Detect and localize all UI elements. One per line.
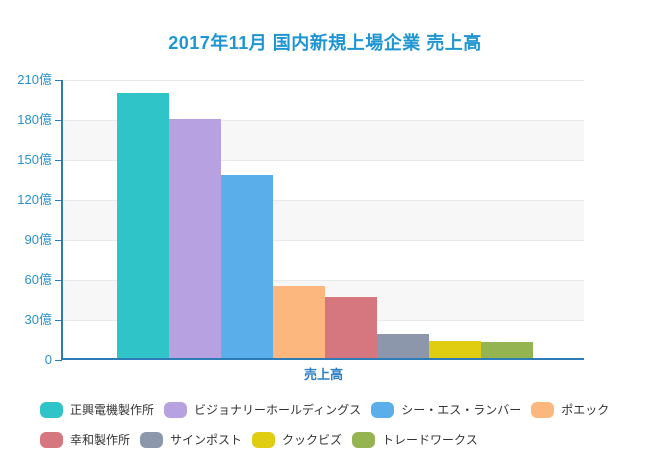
legend-swatch-icon [371, 401, 395, 418]
bar-シー・エス・ランバー[interactable] [220, 175, 273, 358]
y-tick-label: 90億 [24, 232, 52, 247]
bar-正興電機製作所[interactable] [116, 92, 169, 358]
gridline [63, 280, 584, 281]
legend-swatch-icon [531, 401, 555, 418]
legend-swatch-icon [252, 431, 276, 448]
gridline [63, 160, 584, 161]
gridline [63, 200, 584, 201]
y-tick-mark [55, 160, 62, 161]
legend-label: ポエック [561, 403, 610, 417]
bar-ポエック[interactable] [272, 286, 325, 358]
bar-ビジョナリーホールディングス[interactable] [168, 119, 221, 358]
legend-label: シー・エス・ランバー [401, 403, 522, 417]
y-tick-mark [55, 200, 62, 201]
gridline [63, 120, 584, 121]
legend-swatch-icon [40, 431, 63, 448]
legend-label: クックビズ [282, 433, 343, 447]
bar-クックビズ[interactable] [428, 340, 481, 358]
legend-item-ポエック[interactable]: ポエック [531, 401, 609, 418]
legend-swatch-icon [164, 401, 188, 418]
legend-swatch-icon [40, 401, 63, 418]
y-tick-label: 210億 [17, 72, 52, 87]
legend-label: 幸和製作所 [70, 433, 131, 447]
y-tick-mark [55, 240, 62, 241]
bar-トレードワークス[interactable] [480, 342, 533, 358]
y-tick-mark [55, 360, 62, 361]
legend-item-正興電機製作所[interactable]: 正興電機製作所 [40, 401, 154, 418]
y-tick-label: 30億 [24, 312, 52, 327]
y-tick-mark [55, 280, 62, 281]
legend-label: ビジョナリーホールディングス [194, 403, 362, 417]
legend: 正興電機製作所 ビジョナリーホールディングス シー・エス・ランバー ポエック幸和製作所… [40, 401, 640, 461]
legend-item-ビジョナリーホールディングス[interactable]: ビジョナリーホールディングス [164, 401, 361, 418]
chart-title: 2017年11月 国内新規上場企業 売上高 [168, 33, 482, 53]
legend-label: サインポスト [170, 433, 243, 447]
bar-サインポスト[interactable] [376, 334, 429, 358]
y-tick-mark [55, 80, 62, 81]
gridline [63, 80, 584, 81]
x-axis-label: 売上高 [303, 367, 343, 382]
legend-label: トレードワークス [382, 433, 478, 447]
legend-row: 幸和製作所 サインポスト クックビズ トレードワークス [40, 431, 640, 448]
legend-item-クックビズ[interactable]: クックビズ [252, 431, 342, 448]
legend-item-幸和製作所[interactable]: 幸和製作所 [40, 431, 130, 448]
y-tick-label: 0 [44, 352, 52, 367]
legend-label: 正興電機製作所 [70, 403, 155, 417]
plot-area [61, 80, 584, 360]
legend-swatch-icon [140, 431, 164, 448]
bar-幸和製作所[interactable] [324, 296, 377, 358]
y-tick-mark [55, 320, 62, 321]
legend-item-シー・エス・ランバー[interactable]: シー・エス・ランバー [371, 401, 521, 418]
legend-item-トレードワークス[interactable]: トレードワークス [352, 431, 478, 448]
y-tick-label: 120億 [17, 192, 52, 207]
y-tick-label: 150億 [17, 152, 52, 167]
gridline [63, 240, 584, 241]
y-tick-label: 60億 [24, 272, 52, 287]
legend-item-サインポスト[interactable]: サインポスト [140, 431, 242, 448]
legend-row: 正興電機製作所 ビジョナリーホールディングス シー・エス・ランバー ポエック [40, 401, 640, 418]
y-tick-mark [55, 120, 62, 121]
legend-swatch-icon [352, 431, 376, 448]
y-tick-label: 180億 [17, 112, 52, 127]
